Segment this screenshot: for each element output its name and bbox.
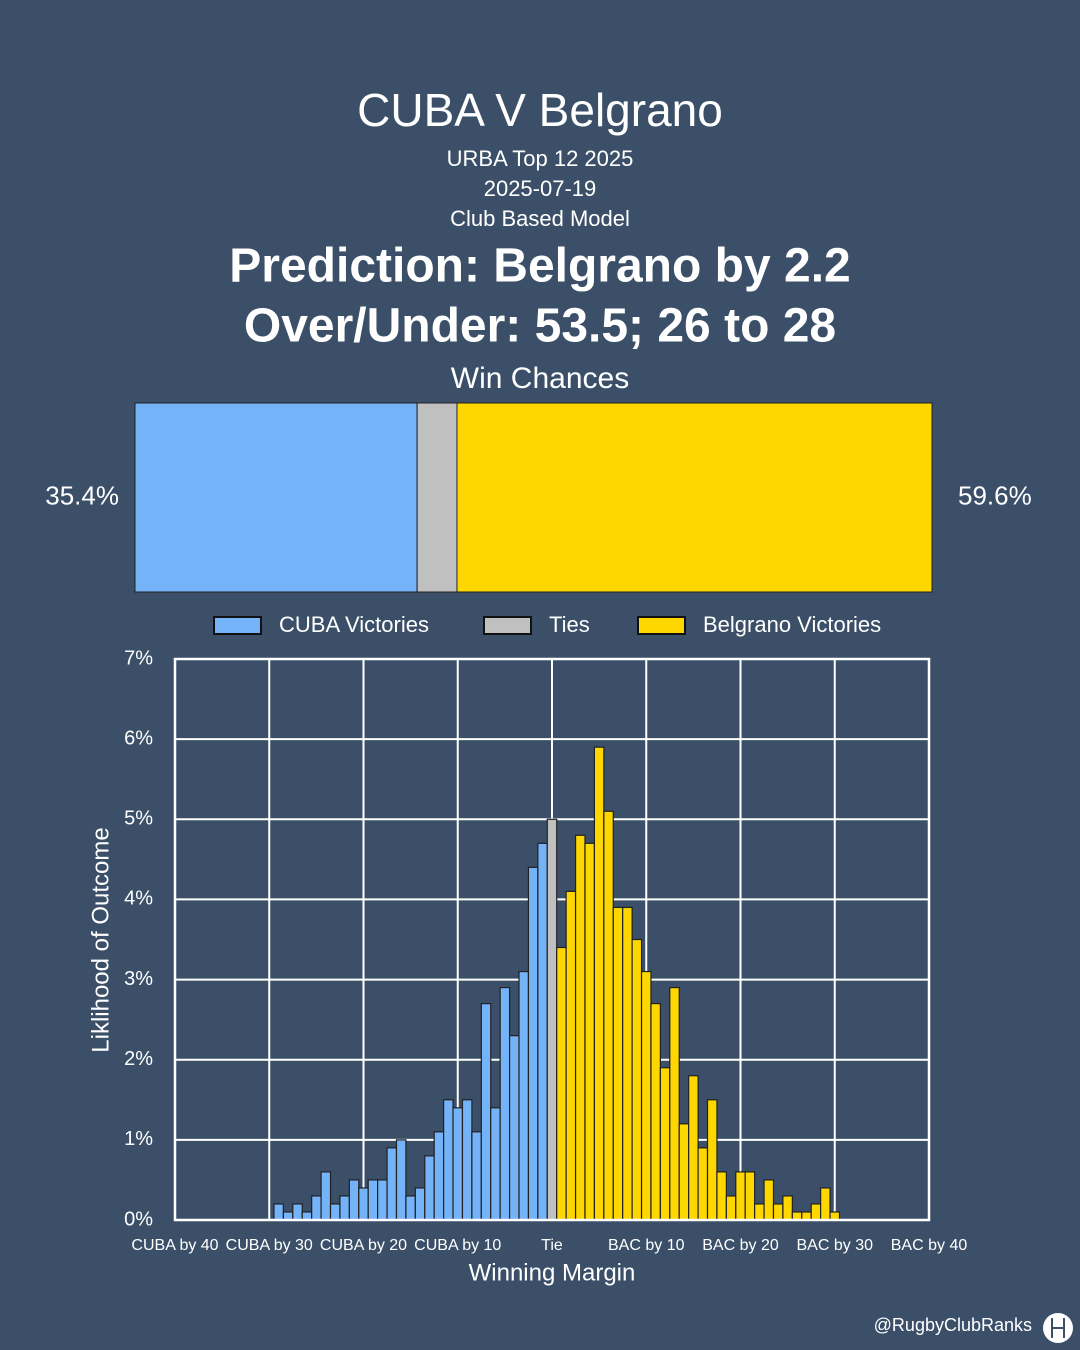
plot-frame: [173, 657, 931, 1222]
legend-label: Ties: [549, 612, 590, 637]
histogram-bar: [659, 1067, 671, 1221]
histogram-bar: [358, 1187, 369, 1221]
histogram-bar: [688, 1075, 699, 1221]
histogram-bar: [499, 986, 511, 1221]
histogram-bar: [273, 1203, 284, 1221]
y-tick-label: 2%: [124, 1048, 153, 1070]
histogram-bar: [584, 842, 596, 1221]
histogram-bar: [678, 1123, 690, 1221]
x-tick-label: BAC by 40: [891, 1237, 968, 1254]
x-tick-label: CUBA by 30: [226, 1237, 313, 1254]
credit: @RugbyClubRanks: [874, 1315, 1032, 1335]
histogram-bar: [377, 1179, 388, 1221]
histogram-bar: [537, 842, 548, 1221]
x-tick-label: BAC by 10: [608, 1237, 685, 1254]
y-tick-label: 5%: [124, 808, 153, 830]
histogram-bar: [754, 1203, 765, 1221]
histogram-bar: [640, 970, 652, 1221]
histogram-bar: [527, 866, 539, 1221]
histogram-bar: [631, 938, 643, 1221]
title: CUBA V Belgrano: [357, 84, 723, 136]
histogram-bar: [348, 1179, 360, 1221]
histogram-bar: [367, 1179, 379, 1221]
y-tick-label: 3%: [124, 968, 153, 990]
x-tick-label: Tie: [541, 1237, 563, 1254]
subtitle: URBA Top 12 2025: [447, 146, 634, 171]
y-tick-label: 4%: [124, 888, 153, 910]
histogram-bar: [810, 1203, 822, 1221]
histogram-bar: [744, 1171, 756, 1221]
y-tick-label: 1%: [124, 1128, 153, 1150]
histogram-bar: [311, 1195, 322, 1221]
legend-swatch: [637, 616, 686, 635]
x-tick-label: CUBA by 20: [320, 1237, 407, 1254]
histogram-bar: [697, 1147, 709, 1221]
histogram-bar: [650, 1003, 661, 1221]
subtitle: Club Based Model: [450, 206, 630, 231]
legend-label: CUBA Victories: [279, 612, 429, 637]
histogram-bar: [622, 906, 633, 1221]
histogram-bar: [405, 1195, 416, 1221]
histogram-bar: [320, 1171, 332, 1221]
histogram-bar: [574, 834, 586, 1221]
histogram-bar: [556, 946, 567, 1221]
histogram-bar: [433, 1131, 445, 1221]
legend-swatch: [483, 616, 532, 635]
x-tick-label: BAC by 20: [702, 1237, 779, 1254]
prediction: Over/Under: 53.5; 26 to 28: [244, 300, 836, 353]
histogram-bar: [490, 1107, 501, 1221]
logo-mark: [1051, 1318, 1065, 1338]
histogram-bar: [395, 1139, 407, 1221]
histogram-bar: [443, 1099, 454, 1221]
histogram-bar: [424, 1155, 435, 1221]
win-segment: [416, 402, 458, 593]
histogram-bar: [329, 1203, 341, 1221]
histogram-bar: [593, 746, 605, 1221]
histogram-bar: [725, 1195, 737, 1221]
histogram-bar: [508, 1035, 520, 1221]
histogram-bar: [414, 1187, 426, 1221]
win-segment: [456, 402, 933, 593]
histogram-bar: [612, 906, 624, 1221]
histogram-bar: [603, 810, 614, 1221]
y-tick-label: 7%: [124, 647, 153, 669]
histogram-bar: [716, 1171, 727, 1221]
histogram-bar: [565, 890, 577, 1221]
subtitle: 2025-07-19: [484, 176, 597, 201]
legend-swatch: [213, 616, 262, 635]
histogram-bar: [339, 1195, 350, 1221]
histogram-bar: [706, 1099, 718, 1221]
histogram-bar: [386, 1147, 398, 1221]
histogram-bar: [452, 1107, 464, 1221]
histogram-bar: [669, 986, 680, 1221]
win-segment: [134, 402, 418, 593]
y-tick-label: 0%: [124, 1208, 153, 1230]
histogram-bar: [820, 1187, 831, 1221]
x-axis-title: Winning Margin: [469, 1259, 636, 1286]
y-tick-label: 6%: [124, 727, 153, 749]
histogram-bar: [292, 1203, 303, 1221]
histogram-bar: [546, 818, 558, 1221]
x-tick-label: CUBA by 10: [414, 1237, 501, 1254]
legend-label: Belgrano Victories: [703, 612, 881, 637]
win-label: 59.6%: [958, 480, 1032, 510]
histogram-bar: [480, 1003, 492, 1221]
histogram-bar: [772, 1203, 784, 1221]
y-axis-title: Liklihood of Outcome: [87, 827, 114, 1052]
prediction: Prediction: Belgrano by 2.2: [229, 240, 850, 293]
x-tick-label: BAC by 30: [797, 1237, 874, 1254]
histogram-bar: [735, 1171, 746, 1221]
win-label: 35.4%: [45, 480, 119, 510]
histogram-bar: [763, 1179, 775, 1221]
histogram-bar: [518, 970, 530, 1221]
histogram-bar: [461, 1099, 473, 1221]
x-tick-label: CUBA by 40: [131, 1237, 218, 1254]
win-chances-title: Win Chances: [451, 362, 629, 395]
histogram-bar: [782, 1195, 793, 1221]
histogram-bar: [471, 1131, 482, 1221]
